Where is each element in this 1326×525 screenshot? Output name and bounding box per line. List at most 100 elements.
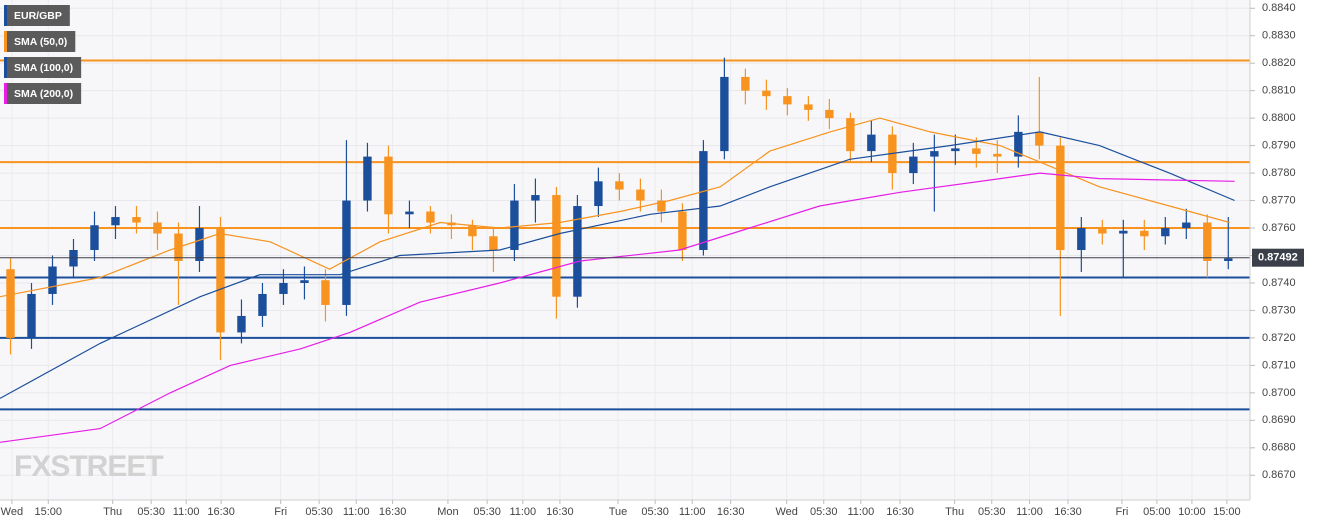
x-tick-label: 16:30 xyxy=(717,506,745,518)
x-tick-label: 10:00 xyxy=(1178,506,1206,518)
candle-body xyxy=(342,200,351,305)
candle-body xyxy=(972,148,981,154)
legend-swatch xyxy=(4,5,7,26)
y-tick-label: 0.8820 xyxy=(1262,57,1296,69)
candle-body xyxy=(195,228,204,261)
candle-body xyxy=(1161,228,1170,237)
y-tick-label: 0.8780 xyxy=(1262,167,1296,179)
candle-body xyxy=(720,76,729,152)
y-tick-label: 0.8810 xyxy=(1262,85,1296,97)
candle-body xyxy=(279,282,288,294)
candle-body xyxy=(930,151,939,157)
candle-body xyxy=(468,225,477,237)
candle-body xyxy=(657,200,666,212)
candle-body xyxy=(993,153,1002,157)
candle-body xyxy=(1119,230,1128,234)
x-tick-label: 16:30 xyxy=(207,506,235,518)
legend-box xyxy=(4,83,82,104)
x-tick-label: Fri xyxy=(274,506,287,518)
y-tick-label: 0.8840 xyxy=(1262,2,1296,14)
candle-body xyxy=(741,76,750,91)
candle-body xyxy=(594,181,603,207)
legend-label: EUR/GBP xyxy=(14,10,62,22)
candle-body xyxy=(426,211,435,223)
y-tick-label: 0.8730 xyxy=(1262,304,1296,316)
y-tick-label: 0.8720 xyxy=(1262,332,1296,344)
candle-body xyxy=(216,228,225,333)
x-tick-label: 05:30 xyxy=(305,506,333,518)
plot-area xyxy=(0,0,1250,500)
candle-body xyxy=(636,189,645,201)
x-tick-label: 05:30 xyxy=(473,506,501,518)
x-tick-label: 11:00 xyxy=(343,506,370,518)
candle-body xyxy=(405,211,414,215)
x-tick-label: 15:00 xyxy=(35,506,63,518)
watermark: FXSTREET xyxy=(14,450,163,483)
candle-body xyxy=(573,206,582,297)
x-tick-label: 05:30 xyxy=(641,506,669,518)
legend-box xyxy=(4,5,70,26)
x-tick-label: 16:30 xyxy=(379,506,407,518)
legend-swatch xyxy=(4,57,7,78)
y-tick-label: 0.8790 xyxy=(1262,140,1296,152)
candle-body xyxy=(237,315,246,333)
x-tick-label: Tue xyxy=(609,506,628,518)
x-tick-label: Mon xyxy=(437,506,458,518)
candle-body xyxy=(552,195,561,297)
x-tick-label: 11:00 xyxy=(173,506,200,518)
candle-body xyxy=(678,211,687,250)
y-tick-label: 0.8670 xyxy=(1262,469,1296,481)
x-tick-label: Wed xyxy=(1,506,23,518)
x-tick-label: 11:00 xyxy=(848,506,875,518)
last-price-label: 0.87492 xyxy=(1258,252,1298,264)
candle-body xyxy=(615,181,624,190)
grid xyxy=(0,0,1250,500)
candle-body xyxy=(111,217,120,226)
candle-body xyxy=(300,280,309,283)
candle-body xyxy=(6,269,15,338)
candle-body xyxy=(1224,258,1233,261)
sma-line xyxy=(0,172,1235,443)
legend-label: SMA (100,0) xyxy=(14,62,73,74)
legend-label: SMA (50,0) xyxy=(14,36,67,48)
y-tick-label: 0.8710 xyxy=(1262,359,1296,371)
marks xyxy=(0,57,1250,443)
candle-body xyxy=(1098,228,1107,234)
candle-body xyxy=(783,96,792,105)
y-tick-label: 0.8680 xyxy=(1262,442,1296,454)
legend-box xyxy=(4,57,82,78)
legend-swatch xyxy=(4,83,7,104)
sma-line xyxy=(0,131,1235,399)
candle-body xyxy=(1140,230,1149,237)
candle-body xyxy=(1077,228,1086,250)
candle-body xyxy=(531,195,540,201)
x-tick-label: 05:30 xyxy=(137,506,165,518)
candle-body xyxy=(804,104,813,110)
x-tick-label: 15:00 xyxy=(1213,506,1241,518)
legend-swatch xyxy=(4,31,7,52)
x-tick-label: Fri xyxy=(1116,506,1129,518)
y-tick-label: 0.8700 xyxy=(1262,387,1296,399)
x-tick-label: 11:00 xyxy=(1016,506,1043,518)
candle-body xyxy=(69,250,78,267)
candle-body xyxy=(363,156,372,201)
x-tick-label: 11:00 xyxy=(679,506,706,518)
candle-body xyxy=(699,151,708,250)
x-tick-label: 16:30 xyxy=(546,506,574,518)
y-tick-label: 0.8830 xyxy=(1262,30,1296,42)
candle-body xyxy=(1035,131,1044,146)
y-tick-label: 0.8760 xyxy=(1262,222,1296,234)
legend-label: SMA (200,0) xyxy=(14,88,73,100)
candle-body xyxy=(27,293,36,338)
x-tick-label: 05:30 xyxy=(810,506,838,518)
y-tick-label: 0.8740 xyxy=(1262,277,1296,289)
candle-body xyxy=(825,109,834,119)
candle-body xyxy=(153,222,162,234)
candle-body xyxy=(1203,222,1212,261)
candle-body xyxy=(762,90,771,97)
candle-body xyxy=(510,200,519,250)
candle-body xyxy=(1014,131,1023,157)
candle-body xyxy=(1056,145,1065,250)
